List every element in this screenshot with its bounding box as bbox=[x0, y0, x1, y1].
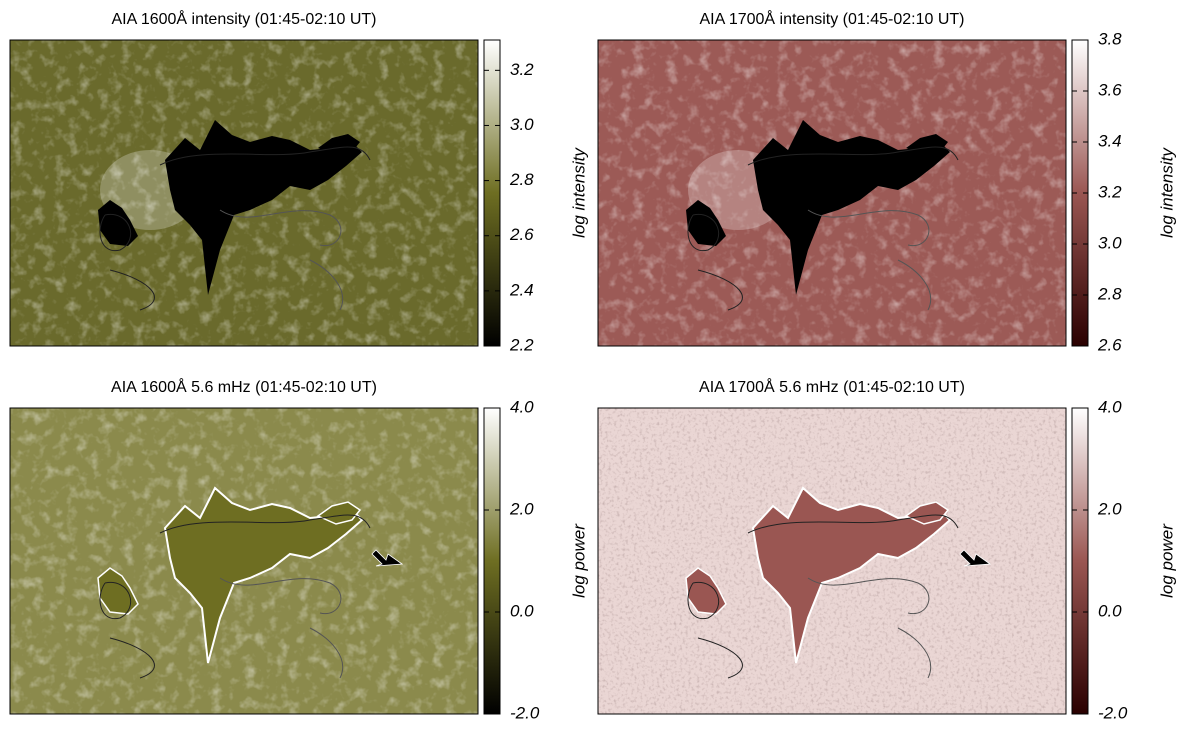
panel-title: AIA 1600Å intensity (01:45-02:10 UT) bbox=[111, 9, 376, 28]
colorbar-tick-label: 2.6 bbox=[509, 225, 534, 244]
colorbar-tick-label: 0.0 bbox=[1098, 601, 1122, 620]
colorbar-label: log intensity bbox=[1157, 147, 1176, 238]
colorbar-tick-label: 3.8 bbox=[1098, 29, 1122, 48]
colorbar-label: log power bbox=[1157, 523, 1176, 598]
colorbar-tick-label: 2.0 bbox=[509, 499, 534, 518]
image-panel bbox=[10, 408, 478, 714]
colorbar-label: log power bbox=[569, 523, 588, 598]
colorbar-tick-label: 2.0 bbox=[1097, 499, 1122, 518]
colorbar-tick-label: 3.2 bbox=[510, 60, 534, 79]
colorbar-tick-label: 3.6 bbox=[1098, 80, 1122, 99]
colorbar-tick-label: 2.4 bbox=[509, 280, 534, 299]
colorbar bbox=[484, 40, 500, 346]
colorbar-label: log intensity bbox=[569, 147, 588, 238]
figure: AIA 1600Å intensity (01:45-02:10 UT) 2.2 2… bbox=[0, 0, 1182, 734]
panel-title: AIA 1600Å 5.6 mHz (01:45-02:10 UT) bbox=[111, 377, 377, 396]
colorbar bbox=[484, 408, 500, 714]
colorbar-tick-label: 4.0 bbox=[1098, 397, 1122, 416]
panel-title: AIA 1700Å 5.6 mHz (01:45-02:10 UT) bbox=[699, 377, 965, 396]
colorbar-tick-label: -2.0 bbox=[1098, 703, 1128, 722]
colorbar-tick-label: 2.8 bbox=[509, 170, 534, 189]
colorbar-tick-label: 2.2 bbox=[509, 335, 534, 354]
panel-title: AIA 1700Å intensity (01:45-02:10 UT) bbox=[699, 9, 964, 28]
colorbar-tick-label: 2.8 bbox=[1097, 284, 1122, 303]
colorbar-tick-label: 3.0 bbox=[510, 115, 534, 134]
colorbar-tick-label: 3.2 bbox=[1098, 182, 1122, 201]
colorbar bbox=[1072, 408, 1088, 714]
image-panel bbox=[10, 40, 478, 346]
colorbar-tick-label: 3.4 bbox=[1098, 131, 1122, 150]
colorbar-tick-label: 0.0 bbox=[510, 601, 534, 620]
colorbar-tick-label: 4.0 bbox=[510, 397, 534, 416]
image-panel bbox=[598, 408, 1066, 714]
image-panel bbox=[598, 40, 1066, 346]
colorbar-tick-label: 2.6 bbox=[1097, 335, 1122, 354]
colorbar-tick-label: -2.0 bbox=[510, 703, 540, 722]
colorbar-tick-label: 3.0 bbox=[1098, 233, 1122, 252]
